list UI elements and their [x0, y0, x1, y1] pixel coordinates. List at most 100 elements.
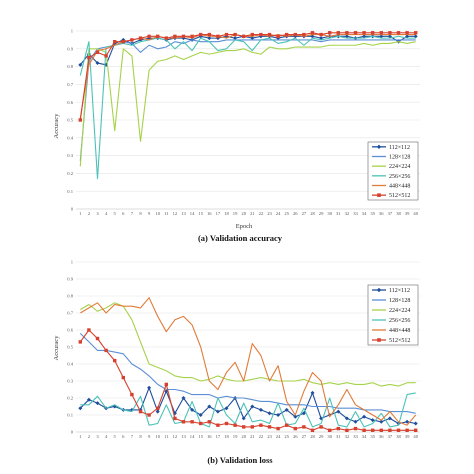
data-point-marker — [250, 36, 255, 41]
data-point-marker — [104, 348, 108, 353]
data-point-marker — [414, 428, 418, 432]
x-tick-label: 23 — [267, 434, 272, 439]
data-point-marker — [267, 32, 272, 37]
data-point-marker — [78, 340, 82, 344]
x-tick-label: 31 — [336, 211, 341, 216]
data-point-marker — [95, 336, 100, 341]
x-tick-label: 7 — [131, 211, 134, 216]
x-tick-label: 34 — [362, 434, 367, 439]
x-tick-label: 20 — [241, 211, 246, 216]
x-tick-label: 14 — [190, 434, 195, 439]
y-tick-label: 0.6 — [67, 328, 73, 333]
loss-chart-caption: (b) Validation loss — [207, 455, 273, 465]
x-tick-label: 19 — [233, 211, 238, 216]
x-tick-label: 10 — [155, 434, 160, 439]
x-tick-label: 12 — [173, 434, 178, 439]
data-point-marker — [319, 36, 324, 41]
data-point-marker — [250, 425, 254, 429]
x-tick-label: 16 — [207, 211, 212, 216]
data-point-marker — [87, 56, 91, 60]
data-point-marker — [371, 428, 375, 432]
x-tick-label: 30 — [327, 211, 332, 216]
x-tick-label: 3 — [96, 211, 99, 216]
x-tick-label: 18 — [224, 211, 229, 216]
x-tick-label: 8 — [139, 434, 142, 439]
data-point-marker — [156, 406, 160, 410]
y-tick-label: 0 — [71, 207, 74, 212]
x-tick-label: 28 — [310, 434, 315, 439]
x-tick-label: 22 — [259, 434, 264, 439]
y-tick-label: 0.6 — [67, 100, 73, 105]
data-point-marker — [130, 38, 134, 42]
x-tick-label: 5 — [114, 211, 117, 216]
legend-marker — [376, 144, 382, 150]
legend-entry-label: 256×256 — [389, 318, 410, 324]
x-tick-label: 1 — [79, 434, 82, 439]
data-point-marker — [301, 411, 306, 416]
data-point-marker — [181, 396, 186, 400]
x-tick-label: 35 — [370, 211, 375, 216]
data-point-marker — [147, 413, 151, 417]
data-point-marker — [336, 426, 340, 431]
data-point-marker — [233, 36, 238, 41]
data-point-marker — [147, 34, 151, 39]
data-point-marker — [328, 428, 332, 432]
x-tick-label: 28 — [310, 211, 315, 216]
series-line-5 — [79, 32, 416, 121]
data-point-marker — [78, 62, 83, 67]
data-point-marker — [216, 34, 220, 39]
data-point-marker — [207, 36, 212, 41]
data-point-marker — [413, 421, 418, 426]
x-tick-label: 24 — [276, 211, 281, 216]
x-tick-label: 2 — [88, 211, 91, 216]
x-tick-label: 21 — [250, 434, 255, 439]
x-tick-label: 6 — [122, 211, 125, 216]
x-tick-label: 1 — [79, 211, 82, 216]
x-tick-label: 13 — [181, 434, 186, 439]
data-point-marker — [388, 31, 392, 35]
data-point-marker — [319, 32, 323, 37]
data-point-marker — [344, 416, 349, 421]
data-point-marker — [388, 428, 392, 432]
x-tick-label: 32 — [345, 434, 350, 439]
data-point-marker — [319, 425, 323, 429]
data-point-marker — [233, 32, 237, 37]
data-point-marker — [310, 31, 315, 35]
legend-frame — [367, 284, 419, 346]
x-tick-label: 8 — [139, 211, 142, 216]
x-tick-label: 22 — [259, 211, 264, 216]
data-point-marker — [370, 418, 375, 423]
x-tick-label: 38 — [396, 211, 401, 216]
data-point-marker — [293, 32, 297, 37]
data-point-marker — [242, 34, 246, 39]
data-point-marker — [336, 409, 341, 414]
x-tick-label: 3 — [96, 434, 99, 439]
data-point-marker — [362, 414, 367, 419]
data-point-marker — [259, 423, 263, 427]
x-tick-label: 11 — [164, 434, 169, 439]
data-point-marker — [104, 54, 108, 58]
data-point-marker — [113, 358, 117, 363]
data-point-marker — [121, 39, 125, 44]
data-point-marker — [250, 32, 254, 37]
x-tick-label: 13 — [181, 211, 186, 216]
data-point-marker — [267, 425, 272, 429]
series-line-1 — [79, 333, 416, 414]
data-point-marker — [379, 419, 384, 424]
data-point-marker — [310, 428, 315, 432]
y-tick-label: 1 — [71, 260, 74, 265]
data-point-marker — [387, 34, 392, 39]
data-point-marker — [285, 423, 289, 427]
data-point-marker — [250, 404, 255, 409]
accuracy-y-axis-label: Accuracy — [53, 113, 60, 139]
data-point-marker — [233, 423, 237, 427]
data-point-marker — [198, 413, 203, 417]
x-tick-label: 33 — [353, 211, 358, 216]
data-point-marker — [95, 61, 100, 66]
data-point-marker — [285, 32, 289, 37]
y-tick-label: 0.1 — [67, 413, 73, 418]
data-point-marker — [414, 31, 418, 35]
data-point-marker — [353, 419, 358, 424]
x-tick-label: 14 — [190, 211, 195, 216]
data-point-marker — [207, 32, 211, 37]
